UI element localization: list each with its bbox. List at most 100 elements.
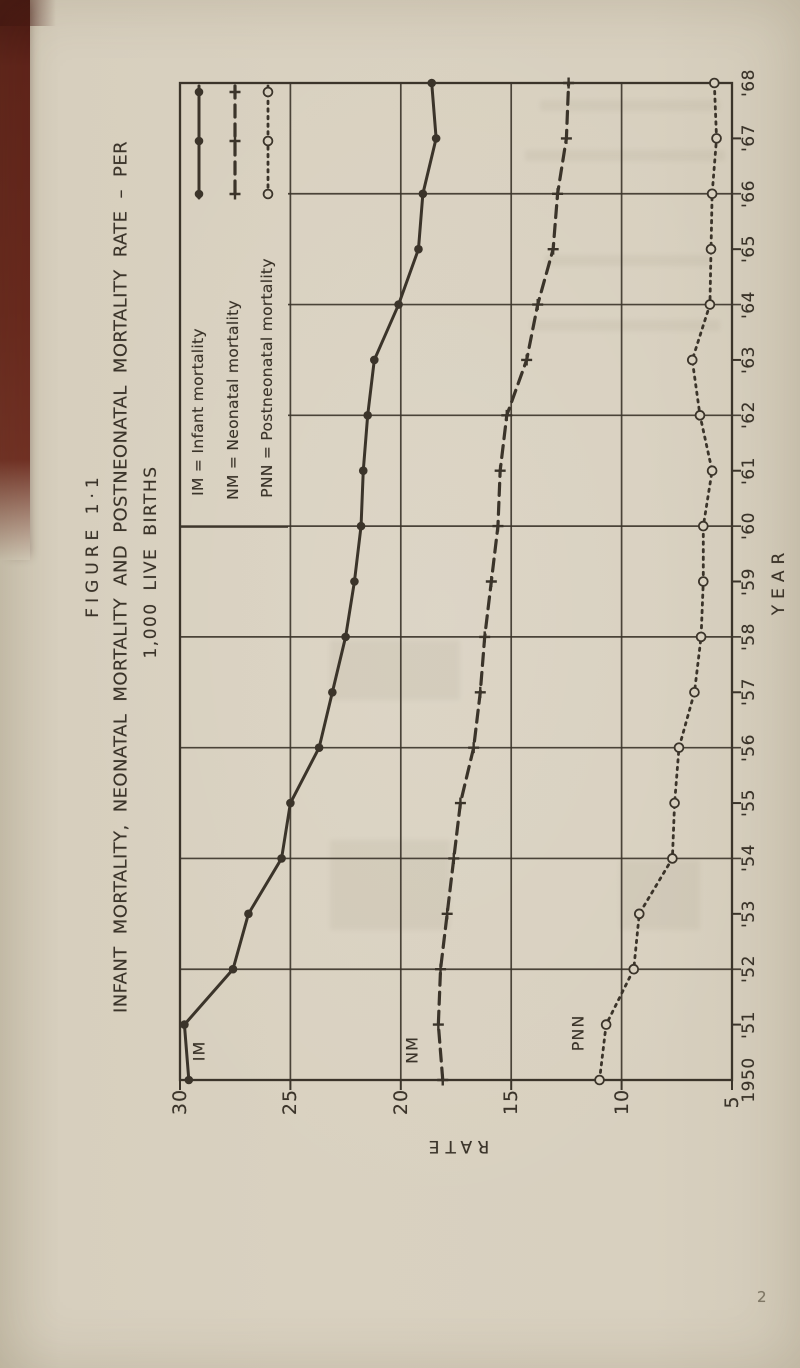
im-marker bbox=[194, 136, 204, 146]
nm-marker bbox=[474, 686, 486, 698]
nm-marker bbox=[229, 188, 241, 200]
im-marker bbox=[394, 300, 403, 309]
nm-marker bbox=[494, 465, 506, 477]
pnn-marker bbox=[711, 133, 722, 144]
year-tick-label: '62 bbox=[739, 401, 759, 430]
pnn-marker bbox=[594, 1074, 605, 1086]
pnn-marker bbox=[689, 686, 700, 698]
pnn-marker bbox=[686, 354, 698, 366]
pnn-marker bbox=[704, 299, 716, 310]
year-tick-label: '56 bbox=[739, 733, 759, 762]
im-marker bbox=[370, 355, 379, 365]
im-marker bbox=[180, 1020, 189, 1029]
nm-marker bbox=[560, 132, 572, 144]
pnn-marker bbox=[262, 135, 274, 147]
pnn-marker bbox=[673, 742, 685, 753]
pnn-marker bbox=[705, 243, 717, 255]
pnn-marker bbox=[262, 86, 274, 98]
plot-border bbox=[178, 81, 734, 1082]
bleed-through-artifact bbox=[540, 100, 720, 111]
im-marker bbox=[244, 909, 253, 919]
im-marker bbox=[356, 521, 366, 531]
im-marker bbox=[314, 743, 324, 752]
rate-tick-label: 10 bbox=[610, 1088, 633, 1116]
year-tick-label: '52 bbox=[739, 955, 759, 984]
figure-number-label: FIGURE 1·1 bbox=[83, 472, 103, 618]
nm-marker bbox=[448, 852, 460, 864]
figure-title-line-2: 1,000 LIVE BIRTHS bbox=[141, 465, 161, 659]
x-axis-label: YEAR bbox=[769, 546, 789, 616]
bleed-through-artifact bbox=[530, 320, 720, 331]
im-marker bbox=[277, 854, 286, 863]
im-marker bbox=[341, 632, 350, 642]
nm-marker bbox=[479, 631, 491, 643]
nm-marker bbox=[454, 797, 466, 809]
series-line-NM bbox=[436, 81, 571, 1082]
year-tick-label: '64 bbox=[739, 290, 759, 319]
year-tick-label: '51 bbox=[739, 1010, 759, 1039]
y-axis-label: RATE bbox=[422, 1136, 490, 1156]
binding-shadow bbox=[0, 0, 30, 560]
im-marker bbox=[418, 189, 428, 199]
nm-marker bbox=[432, 1019, 444, 1031]
nm-marker bbox=[441, 908, 453, 920]
im-marker bbox=[431, 134, 441, 143]
pnn-marker bbox=[669, 797, 680, 809]
year-tick-label: '61 bbox=[739, 456, 759, 485]
binding-shadow-top bbox=[0, 0, 56, 26]
nm-marker bbox=[437, 1074, 449, 1086]
year-tick-label: '60 bbox=[739, 512, 759, 541]
bleed-through-artifact bbox=[545, 255, 710, 266]
pnn-marker bbox=[706, 465, 718, 477]
curve-label-im: IM bbox=[189, 1040, 209, 1062]
bleed-through-artifact bbox=[330, 840, 450, 930]
im-marker bbox=[363, 411, 372, 420]
year-tick-label: '54 bbox=[739, 844, 759, 873]
nm-marker bbox=[229, 86, 241, 98]
legend-entry-infant-mortality: IM = Infant mortality bbox=[189, 328, 207, 496]
bleed-through-artifact bbox=[620, 860, 700, 930]
series-line-IM bbox=[182, 81, 438, 1082]
pnn-marker bbox=[695, 631, 707, 643]
nm-marker bbox=[492, 520, 504, 532]
legend-entry-neonatal-mortality: NM = Neonatal mortality bbox=[224, 300, 242, 500]
im-marker bbox=[286, 798, 295, 808]
im-marker bbox=[350, 577, 359, 586]
pnn-marker bbox=[694, 410, 706, 421]
pnn-marker bbox=[697, 576, 709, 587]
pnn-marker bbox=[697, 520, 709, 532]
im-marker bbox=[194, 189, 204, 199]
page-number: 2 bbox=[757, 1288, 767, 1306]
legend-entry-postneonatal-mortality: PNN = Postneonatal mortality bbox=[258, 258, 276, 498]
nm-marker bbox=[485, 576, 497, 587]
pnn-marker bbox=[709, 77, 720, 89]
im-marker bbox=[427, 78, 437, 88]
year-tick-label: '63 bbox=[739, 346, 759, 374]
nm-marker bbox=[229, 135, 241, 147]
rate-tick-label: 5 bbox=[721, 1095, 743, 1109]
year-tick-label: '59 bbox=[739, 567, 759, 596]
year-tick-label: '65 bbox=[739, 235, 759, 264]
im-marker bbox=[358, 466, 368, 476]
year-tick-label: '66 bbox=[739, 179, 759, 208]
year-tick-label: '58 bbox=[739, 622, 759, 651]
pnn-marker bbox=[600, 1019, 612, 1030]
im-marker bbox=[194, 87, 204, 97]
im-marker bbox=[184, 1075, 194, 1085]
pnn-marker bbox=[628, 963, 640, 975]
nm-marker bbox=[435, 963, 447, 975]
rate-tick-label: 15 bbox=[500, 1088, 523, 1116]
nm-marker bbox=[468, 742, 480, 754]
year-tick-label: '68 bbox=[739, 69, 759, 97]
rate-tick-label: 20 bbox=[389, 1088, 412, 1116]
rate-tick-label: 25 bbox=[279, 1088, 302, 1116]
figure-title-line-1: INFANT MORTALITY, NEONATAL MORTALITY AND… bbox=[110, 141, 132, 1013]
nm-marker bbox=[532, 299, 544, 311]
curve-label-pnn: PNN bbox=[568, 1014, 588, 1052]
nm-marker bbox=[563, 77, 575, 89]
pnn-marker bbox=[706, 188, 718, 200]
year-tick-label: '57 bbox=[739, 678, 759, 707]
im-marker bbox=[228, 964, 238, 974]
